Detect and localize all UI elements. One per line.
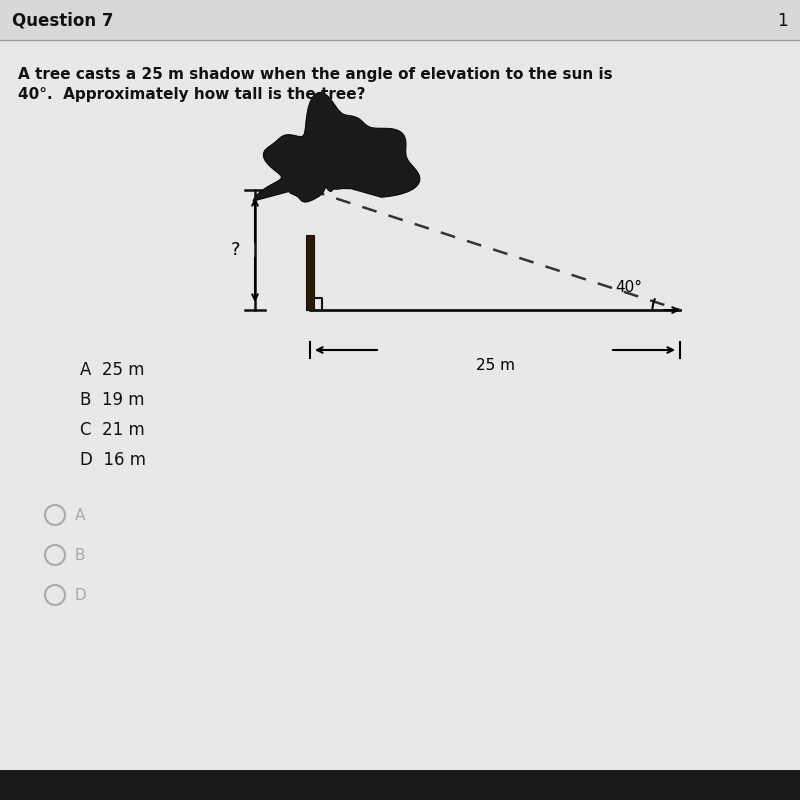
Text: A  25 m: A 25 m: [80, 361, 145, 379]
Text: 1: 1: [778, 12, 788, 30]
Text: ?: ?: [230, 241, 240, 259]
Bar: [306, 235, 314, 310]
Text: B: B: [75, 547, 86, 562]
Text: A: A: [75, 507, 86, 522]
Text: 25 m: 25 m: [475, 358, 514, 374]
Text: D: D: [75, 587, 86, 602]
Text: A tree casts a 25 m shadow when the angle of elevation to the sun is: A tree casts a 25 m shadow when the angl…: [18, 67, 613, 82]
Text: 40°: 40°: [615, 281, 642, 295]
Text: Question 7: Question 7: [12, 12, 114, 30]
Text: 40°.  Approximately how tall is the tree?: 40°. Approximately how tall is the tree?: [18, 87, 366, 102]
Text: D  16 m: D 16 m: [80, 451, 146, 469]
Text: B  19 m: B 19 m: [80, 391, 145, 409]
Bar: [0, 0, 800, 40]
Bar: [0, 770, 800, 800]
Text: C  21 m: C 21 m: [80, 421, 145, 439]
Polygon shape: [253, 93, 420, 202]
